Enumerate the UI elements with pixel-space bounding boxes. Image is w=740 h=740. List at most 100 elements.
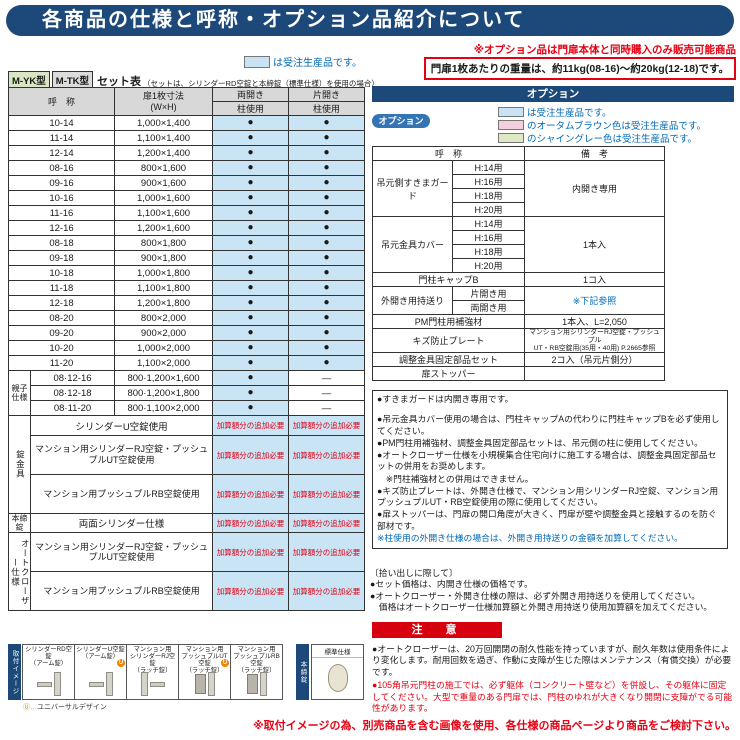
lock-box: マンション用 シリンダーRJ空錠 （ラッチ錠） (126, 644, 179, 700)
double-availability-dot: ● (212, 175, 290, 191)
blue-color-swatch (244, 55, 270, 68)
size-value-cell: 1,200×1,600 (114, 220, 214, 236)
double-availability-dot: ● (212, 250, 290, 266)
option-row: 調整金具固定部品セット 2コ入（吊元片側分） (371, 352, 666, 368)
option-note-line: ●キズ防止プレートは、外開き仕様で、マンション用シリンダーRJ空錠、マンション用… (377, 485, 719, 507)
option-name: PM門柱用補強材 (371, 314, 526, 329)
double-availability-dot: ● (212, 160, 290, 176)
surcharge-cell: 加算額分の追加必要 (288, 415, 366, 436)
lock-image (231, 671, 282, 697)
model-badge-mtk: M-TK型 (51, 71, 94, 89)
table-row: オートクローザー仕様 マンション用シリンダーRJ空錠・プッシュプルUT空錠使用 加算… (8, 532, 366, 612)
lock-lever-shape (88, 681, 104, 687)
size-value-cell: 1,200×1,400 (114, 145, 214, 161)
col-header-name: 呼 称 (7, 87, 116, 116)
lock-plate-shape (53, 672, 61, 696)
double-availability-dot: ● (212, 145, 290, 161)
single-availability-dot: ● (288, 160, 366, 176)
lock-box-title: マンション用 プッシュプルRB空錠 （ラッチ錠） (233, 646, 280, 675)
single-availability-dot: ● (288, 235, 366, 251)
surcharge-cell: 加算額分の追加必要 (288, 474, 366, 514)
size-name-cell: 11-14 (7, 130, 116, 146)
single-availability-dot: ● (288, 250, 366, 266)
option-notes-box: ●すきまガードは内開き専用です。 ●吊元金具カバー使用の場合は、門柱キャップAの代… (372, 390, 728, 549)
single-availability-dot: ● (288, 355, 366, 371)
table-row: 08-20 800×2,000 ● ● (7, 310, 366, 326)
size-name-cell: 08-20 (7, 310, 116, 326)
option-row: H:20用 (373, 258, 665, 273)
caution-list: ●オートクローザーは、20万回開閉の耐久性能を持っていますが、耐久年数は使用条件… (372, 644, 734, 717)
size-name-cell: 08-18 (7, 235, 116, 251)
lock-plate-shape (105, 672, 113, 696)
pickup-title: 〔拾い出しに際して〕 (370, 568, 458, 578)
single-availability-dot: ● (288, 340, 366, 356)
size-value-cell: 1,100×1,800 (114, 280, 214, 296)
table-row: 親子 仕様 08·12-16 800·1,200×1,600 ● — (8, 370, 366, 416)
surcharge-cell: 加算額分の追加必要 (212, 474, 290, 514)
option-sub: H:20用 (451, 202, 526, 217)
table-row: 10-20 1,000×2,000 ● ● (7, 340, 366, 356)
set-table: 呼 称 扉1枚寸法 (W×H) 両開き 片開き 柱使用 柱使用 10-14 1,0… (7, 87, 366, 612)
size-name-cell: 09-20 (7, 325, 116, 341)
col-header-single: 片開き (288, 87, 366, 102)
single-availability-dot: ● (288, 130, 366, 146)
size-name-cell: 10-14 (7, 115, 116, 131)
option-remark: 内開き専用 (524, 160, 666, 217)
surcharge-cell: 加算額分の追加必要 (212, 435, 290, 475)
lock-grip-shape (194, 674, 206, 694)
option-remark: 1コ入 (524, 272, 666, 287)
size-name-cell: 09-18 (7, 250, 116, 266)
made-to-order-legend: は受注生産品です。 (244, 54, 362, 69)
size-name-cell: 11-16 (7, 205, 116, 221)
option-row: PM門柱用補強材 1本入、L=2,050 (371, 314, 666, 329)
universal-design-note: Ⓤ…ユニバーサルデザイン (23, 704, 107, 711)
single-availability-dot: ● (288, 220, 366, 236)
option-row: キズ防止プレート マンション用シリンダーRJ空錠・プッシュプル UT・RB空錠用(… (371, 327, 666, 354)
option-purchase-note: ※オプション品は門扉本体と同時購入のみ販売可能商品 (473, 44, 736, 56)
size-name-cell: 11-20 (7, 355, 116, 371)
group-label-deadbolt: 本締錠 (8, 512, 31, 534)
autocloser-option-name: マンション用プッシュプルRB空錠使用 (29, 571, 214, 612)
size-name-cell: 08·11-20 (29, 400, 116, 416)
standard-spec-box: 標準仕様 (311, 644, 364, 700)
option-name: 調整金具固定部品セット (371, 352, 526, 368)
option-row: 扉ストッパー (371, 366, 666, 382)
color-legend-text: のオータムブラウン色は受注生産品です。 (527, 121, 706, 132)
single-availability-dot: ● (288, 280, 366, 296)
option-row: 門柱キャップB 1コ入 (371, 272, 666, 287)
option-row: 吊元金具カバー H:14用 1本入 (372, 216, 666, 273)
table-row: 11-18 1,100×1,800 ● ● (7, 280, 366, 296)
table-row: 11-14 1,100×1,400 ● ● (7, 130, 366, 146)
surcharge-cell: 加算額分の追加必要 (212, 532, 290, 573)
left-column: は受注生産品です。 M-YK型 M-TK型 セット表 （セットは、シリンダーRD… (7, 40, 379, 736)
lock-image (75, 671, 126, 697)
option-remark: マンション用シリンダーRJ空錠・プッシュプル UT・RB空錠用(35用・40用)… (524, 327, 666, 354)
lock-box: マンション用 プッシュプルRB空錠 （ラッチ錠） (230, 644, 283, 700)
table-row: 08·11-20 800·1,100×2,000 ● — (9, 400, 366, 416)
option-remark: 1本入、L=2,050 (524, 314, 666, 329)
double-availability-dot: ● (212, 295, 290, 311)
double-availability-dot: ● (212, 355, 290, 371)
size-name-cell: 08-16 (7, 160, 116, 176)
color-legend-text: のシャイングレー色は受注生産品です。 (527, 134, 698, 145)
deadbolt-option-name: 両面シリンダー仕様 (29, 512, 214, 534)
option-row: 吊元側すきまガード H:14用 内開き専用 (372, 160, 666, 217)
option-badge: オプション (372, 114, 430, 128)
size-value-cell: 900×1,800 (114, 250, 214, 266)
option-col-remark: 備 考 (524, 146, 666, 161)
table-row: 09-18 900×1,800 ● ● (7, 250, 366, 266)
color-swatch (498, 120, 524, 130)
caution-header: 注 意 (372, 622, 502, 638)
option-sub: H:20用 (451, 258, 526, 273)
size-value-cell: 1,100×1,400 (114, 130, 214, 146)
color-legend-row: は受注生産品です。 (498, 106, 706, 119)
pickup-note-line: ●セット価格は、内開き仕様の価格です。 (370, 579, 533, 590)
double-availability-dot: ● (212, 190, 290, 206)
double-availability-dot: ● (212, 205, 290, 221)
lock-option-name: マンション用シリンダーRJ空錠・プッシュプルUT空錠使用 (29, 435, 214, 475)
double-availability-dot: ● (212, 325, 290, 341)
option-sub: 片開き用 (451, 286, 526, 301)
surcharge-cell: 加算額分の追加必要 (288, 571, 366, 612)
option-sub: H:18用 (451, 244, 526, 259)
